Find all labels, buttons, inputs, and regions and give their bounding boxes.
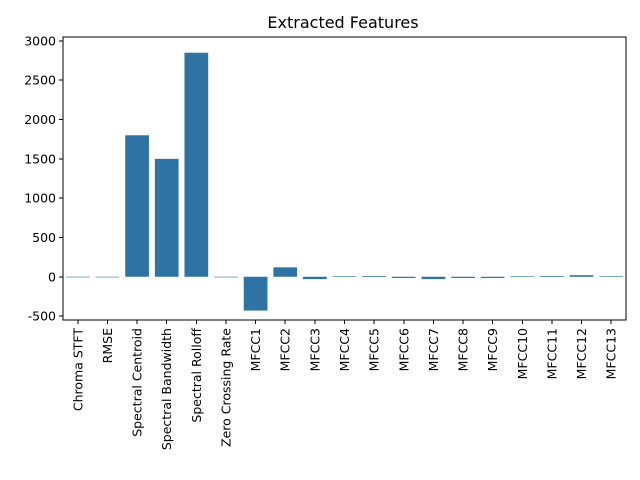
x-tick-label: MFCC6 bbox=[396, 328, 411, 371]
y-tick-label: 0 bbox=[48, 269, 56, 284]
x-tick-label: Spectral Rolloff bbox=[189, 328, 204, 423]
bar-mfcc7 bbox=[421, 276, 446, 280]
x-tick-label: Chroma STFT bbox=[70, 328, 85, 412]
bar-spectral-rolloff bbox=[184, 52, 209, 277]
y-tick-label: 3000 bbox=[24, 33, 56, 48]
bar-mfcc13 bbox=[599, 276, 624, 277]
x-tick-label: MFCC5 bbox=[367, 328, 382, 371]
x-tick-label: RMSE bbox=[100, 328, 115, 363]
x-tick-label: MFCC10 bbox=[515, 328, 530, 379]
x-tick-label: Spectral Centroid bbox=[130, 328, 145, 437]
chart-title: Extracted Features bbox=[267, 13, 418, 32]
x-tick-label: MFCC2 bbox=[278, 328, 293, 371]
y-tick-label: -500 bbox=[28, 309, 56, 324]
bar-spectral-centroid bbox=[125, 135, 149, 277]
x-tick-label: Zero Crossing Rate bbox=[218, 328, 233, 447]
bar-rmse bbox=[95, 276, 120, 278]
x-tick-label: MFCC11 bbox=[544, 328, 559, 379]
bar-mfcc8 bbox=[451, 276, 475, 278]
x-tick-label: MFCC13 bbox=[604, 328, 619, 379]
x-tick-label: MFCC9 bbox=[485, 328, 500, 371]
bar-mfcc12 bbox=[569, 275, 594, 277]
y-tick-label: 2000 bbox=[24, 112, 56, 127]
x-tick-label: MFCC12 bbox=[574, 328, 589, 379]
bar-mfcc9 bbox=[480, 276, 505, 278]
x-tick-label: MFCC7 bbox=[426, 328, 441, 371]
bar-mfcc3 bbox=[303, 276, 327, 280]
x-tick-label: MFCC4 bbox=[337, 328, 352, 371]
y-tick-label: 2500 bbox=[24, 73, 56, 88]
bar-mfcc10 bbox=[510, 276, 535, 277]
x-tick-label: MFCC3 bbox=[307, 328, 322, 371]
bar-mfcc2 bbox=[273, 267, 298, 277]
axes-frame bbox=[62, 36, 627, 321]
bar-zero-crossing-rate bbox=[214, 276, 238, 278]
bar-mfcc1 bbox=[243, 276, 268, 311]
bar-mfcc4 bbox=[332, 276, 357, 277]
x-tick-label: Spectral Bandwidth bbox=[159, 328, 174, 450]
bar-spectral-bandwidth bbox=[154, 158, 179, 277]
y-tick-label: 1000 bbox=[24, 191, 56, 206]
plot-frame bbox=[62, 36, 627, 321]
y-tick-label: 1500 bbox=[24, 151, 56, 166]
x-tick-label: MFCC1 bbox=[248, 328, 263, 371]
bar-mfcc5 bbox=[362, 275, 386, 277]
x-tick-label: MFCC8 bbox=[456, 328, 471, 371]
y-axis: -500 0 500 1000 1500 2000 2500 3000 bbox=[24, 33, 63, 324]
bar-mfcc6 bbox=[391, 276, 416, 278]
x-axis: Chroma STFT RMSE Spectral Centroid Spectral… bbox=[70, 320, 619, 450]
bar-chroma-stft bbox=[65, 276, 90, 278]
bars-group bbox=[65, 52, 624, 311]
y-tick-label: 500 bbox=[32, 230, 56, 245]
bar-mfcc11 bbox=[540, 275, 564, 277]
